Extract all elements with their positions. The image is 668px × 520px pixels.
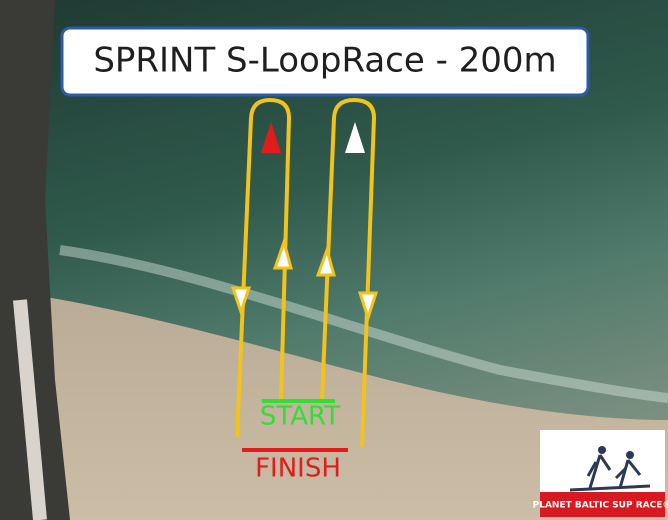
course-map: SPRINT S-LoopRace - 200m START FINISH PL… xyxy=(0,0,668,520)
page: SPRINT S-LoopRace - 200m START FINISH PL… xyxy=(0,0,668,520)
logo-head xyxy=(598,446,606,454)
logo: PLANET BALTIC SUP RACE® xyxy=(533,430,668,517)
start-label: START xyxy=(260,402,340,432)
logo-head xyxy=(626,451,634,459)
finish-label: FINISH xyxy=(255,454,341,484)
title: SPRINT S-LoopRace - 200m xyxy=(93,41,556,81)
logo-text: PLANET BALTIC SUP RACE® xyxy=(533,501,668,511)
